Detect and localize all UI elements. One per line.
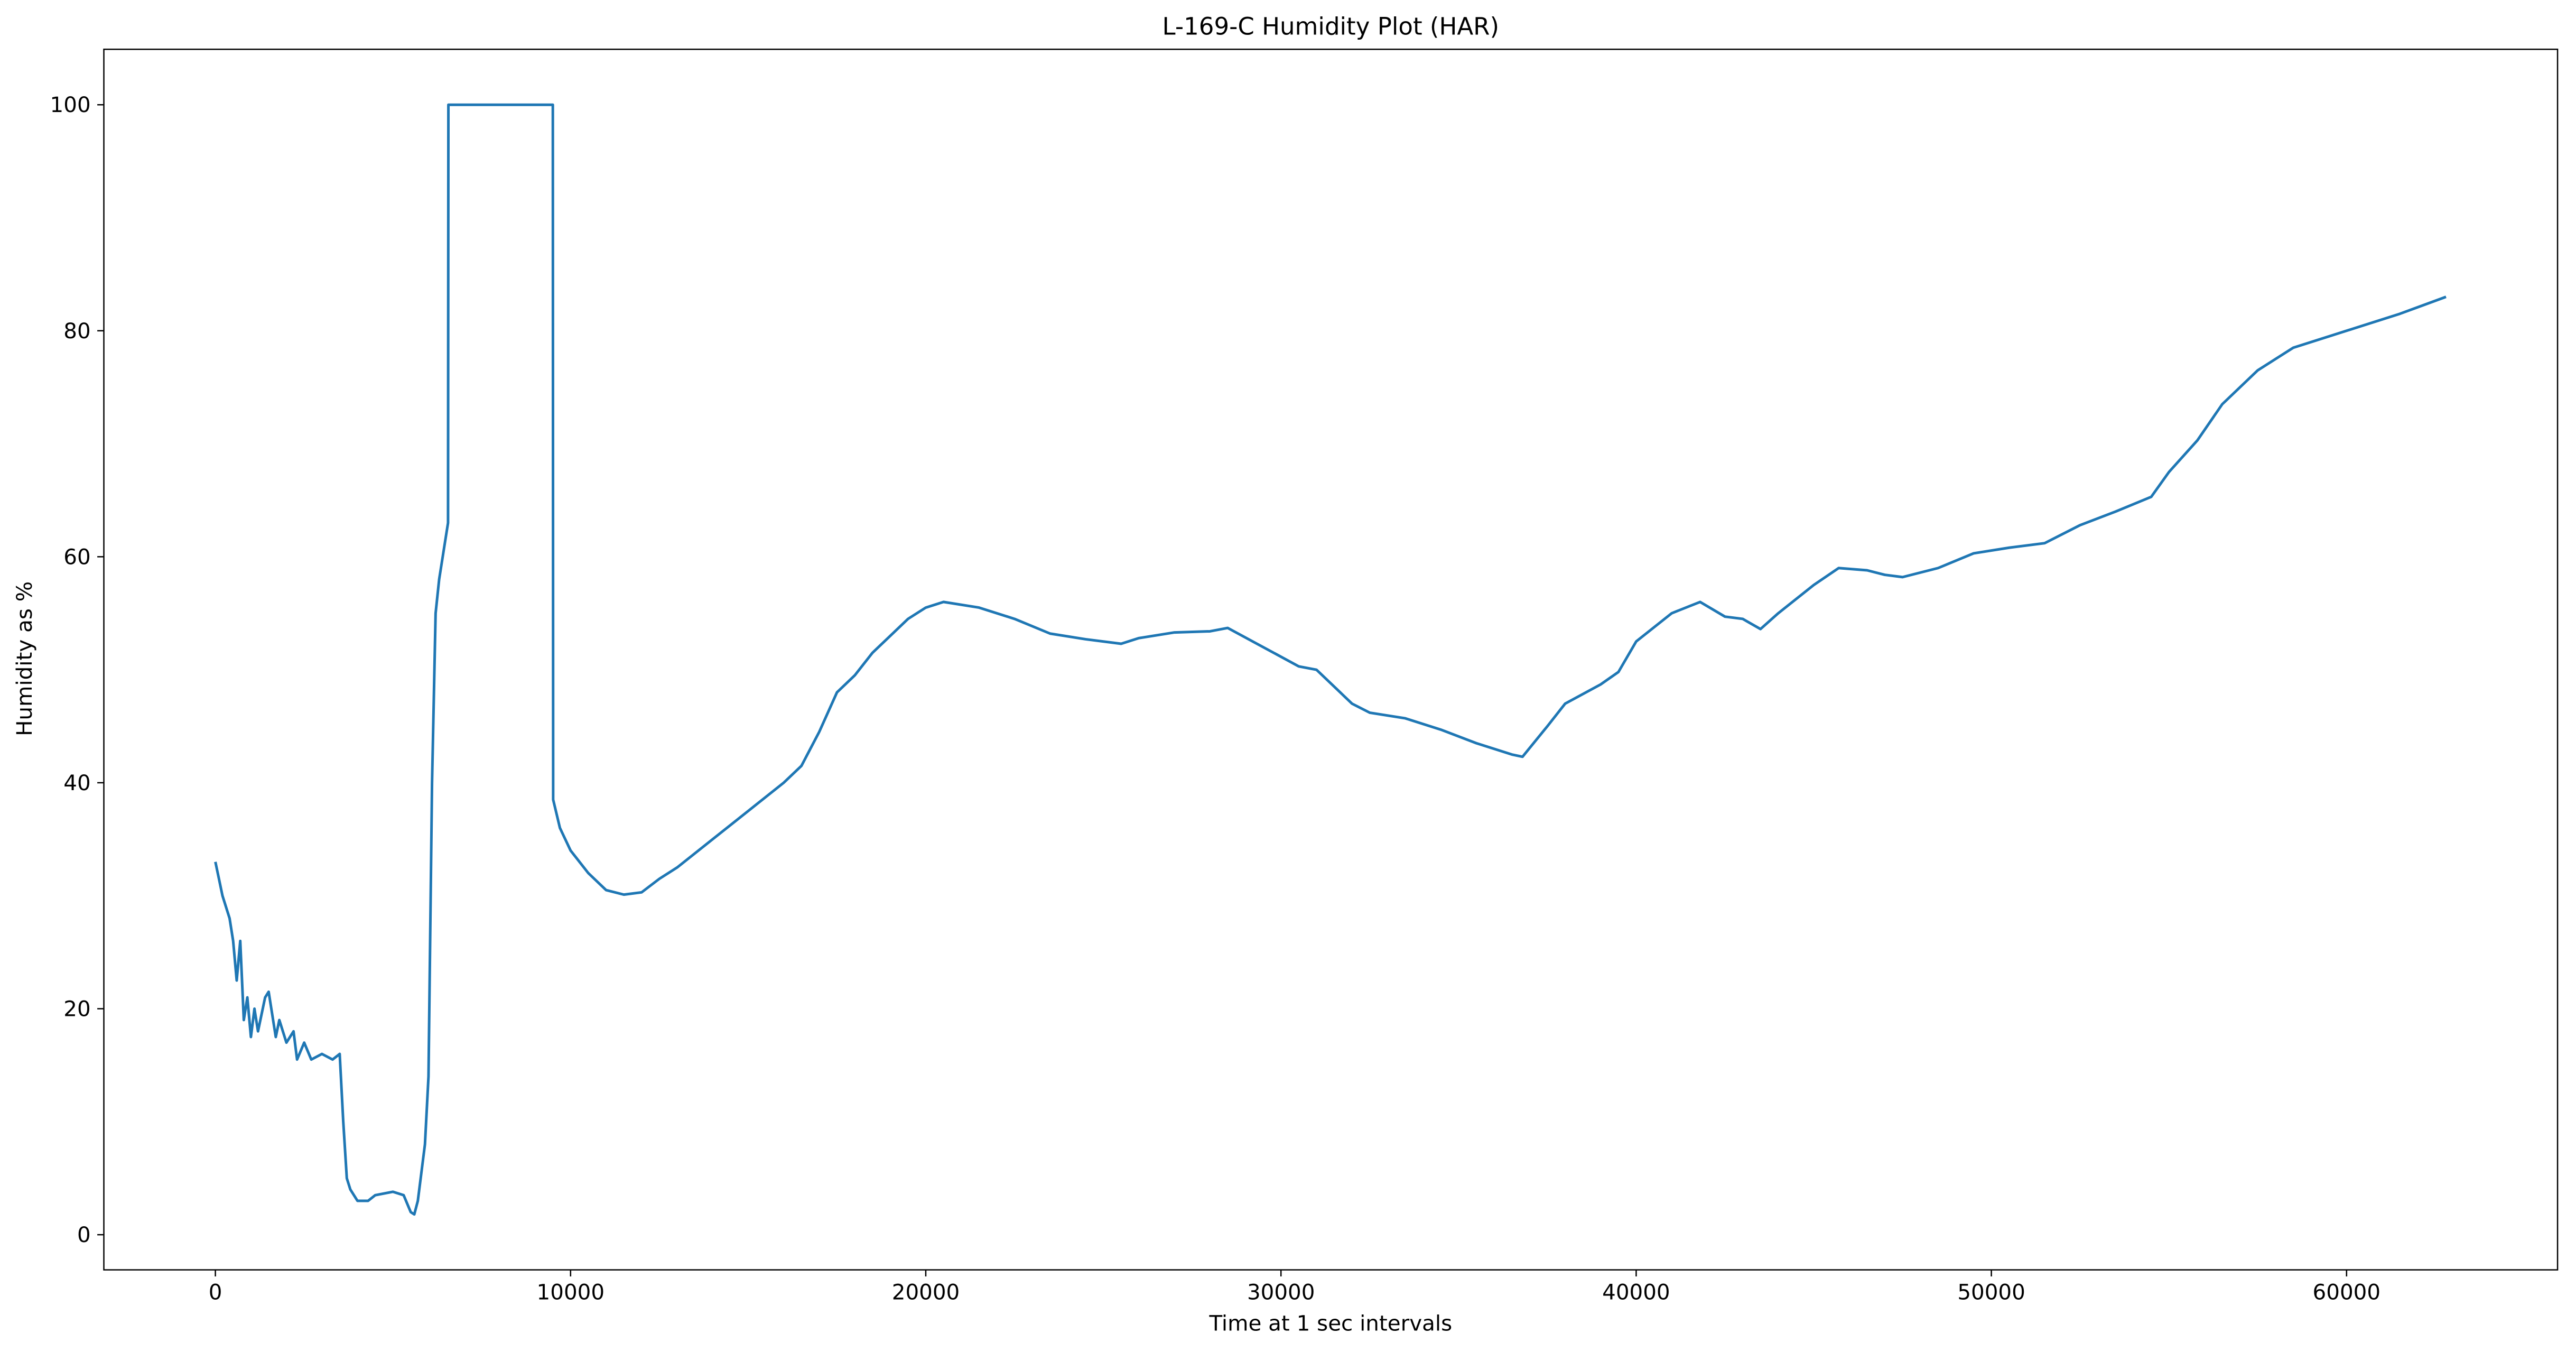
data-line xyxy=(214,103,2447,1216)
y-tick-label: 40 xyxy=(63,770,90,795)
y-tick-label: 20 xyxy=(63,996,90,1022)
y-tick-label: 0 xyxy=(77,1222,91,1247)
y-tick-label: 60 xyxy=(63,544,90,569)
y-tick-label: 100 xyxy=(50,92,91,117)
x-tick-label: 40000 xyxy=(1602,1280,1670,1305)
x-axis-label: Time at 1 sec intervals xyxy=(1208,1311,1452,1336)
y-tick-label: 80 xyxy=(63,318,90,344)
x-tick-label: 10000 xyxy=(537,1280,605,1305)
chart-title: L-169-C Humidity Plot (HAR) xyxy=(1163,12,1500,40)
y-axis-label: Humidity as % xyxy=(12,581,37,736)
x-tick-label: 60000 xyxy=(2313,1280,2381,1305)
x-tick-label: 30000 xyxy=(1247,1280,1315,1305)
plot-frame xyxy=(103,49,2559,1271)
x-tick-label: 50000 xyxy=(1957,1280,2025,1305)
x-tick-label: 20000 xyxy=(892,1280,960,1305)
x-tick-label: 0 xyxy=(209,1280,222,1305)
